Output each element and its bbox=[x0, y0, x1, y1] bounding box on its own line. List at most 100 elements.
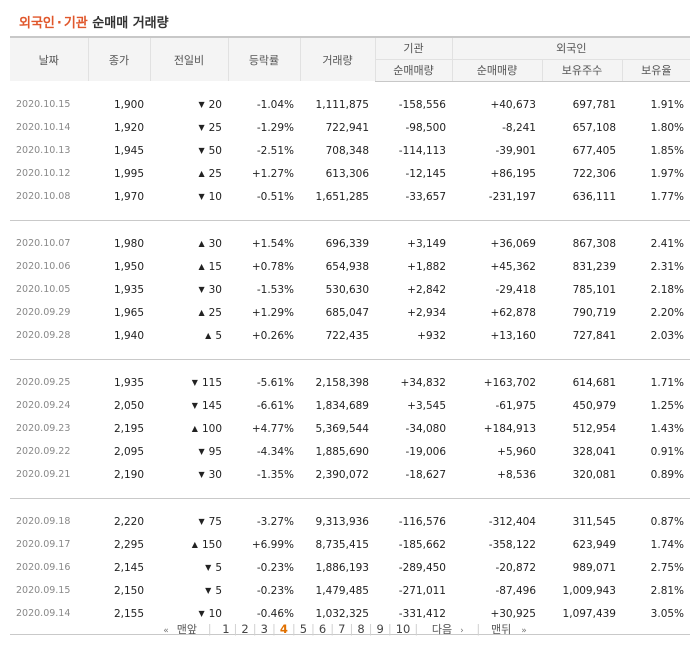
rate-cell: +4.77% bbox=[251, 422, 294, 435]
change-value: 145 bbox=[201, 399, 222, 412]
first-page-link[interactable]: « 맨앞 bbox=[157, 621, 203, 637]
close-cell: 1,940 bbox=[113, 329, 144, 342]
inst-net-cell: +2,842 bbox=[407, 283, 446, 296]
triangle-up-icon: ▲ bbox=[205, 330, 212, 340]
date-cell: 2020.10.14 bbox=[16, 122, 71, 133]
volume-cell: 8,735,415 bbox=[315, 538, 369, 551]
holdings-cell: 657,108 bbox=[572, 121, 616, 134]
triangle-down-icon: ▼ bbox=[205, 585, 212, 595]
rate-cell: +6.99% bbox=[251, 538, 294, 551]
change-cell: ▲ 100 bbox=[150, 417, 228, 440]
pager-divider: | bbox=[271, 622, 276, 636]
inst-net-cell: -116,576 bbox=[398, 515, 446, 528]
holding-rate-cell: 0.91% bbox=[650, 445, 685, 458]
holding-rate-cell: 1.43% bbox=[650, 422, 685, 435]
page-link-3[interactable]: 3 bbox=[260, 622, 268, 636]
foreign-net-cell: +86,195 bbox=[490, 167, 536, 180]
holdings-cell: 831,239 bbox=[572, 260, 616, 273]
row-spacer bbox=[10, 347, 691, 360]
foreign-net-cell: -61,975 bbox=[495, 399, 536, 412]
date-cell: 2020.10.08 bbox=[16, 191, 71, 202]
change-value: 5 bbox=[215, 329, 222, 342]
inst-net-cell: -34,080 bbox=[405, 422, 446, 435]
pager-divider: | bbox=[311, 622, 315, 636]
page-link-9[interactable]: 9 bbox=[376, 622, 384, 636]
rate-cell: +0.78% bbox=[251, 260, 294, 273]
triangle-down-icon: ▼ bbox=[198, 446, 205, 456]
holdings-cell: 328,041 bbox=[572, 445, 616, 458]
next-page-link[interactable]: 다음 › bbox=[426, 621, 472, 637]
holding-rate-cell: 1.91% bbox=[650, 98, 685, 111]
page-link-5[interactable]: 5 bbox=[299, 622, 308, 636]
table-row: 2020.09.23 2,195 ▲ 100 +4.77% 5,369,544 -34,08… bbox=[10, 417, 690, 440]
holding-rate-cell: 1.80% bbox=[650, 121, 685, 134]
spacer-cell bbox=[10, 498, 690, 510]
table-row: 2020.09.17 2,295 ▲ 150 +6.99% 8,735,415 -185,6… bbox=[10, 533, 690, 556]
holding-rate-cell: 2.03% bbox=[650, 329, 685, 342]
inst-net-cell: -33,657 bbox=[405, 190, 446, 203]
change-value: 10 bbox=[208, 607, 222, 620]
close-cell: 2,195 bbox=[113, 422, 144, 435]
rate-cell: +1.29% bbox=[251, 306, 294, 319]
spacer-cell bbox=[10, 220, 690, 232]
change-value: 50 bbox=[208, 144, 222, 157]
change-value: 5 bbox=[215, 584, 222, 597]
page-link-2[interactable]: 2 bbox=[241, 622, 249, 636]
page-link-6[interactable]: 6 bbox=[318, 622, 327, 636]
change-cell: ▼ 5 bbox=[150, 556, 228, 579]
page-link-8[interactable]: 8 bbox=[357, 622, 365, 636]
holdings-cell: 1,097,439 bbox=[562, 607, 616, 620]
holdings-cell: 785,101 bbox=[572, 283, 616, 296]
page-link-10[interactable]: 10 bbox=[395, 622, 411, 636]
last-page-link[interactable]: 맨뒤 » bbox=[485, 621, 535, 637]
close-cell: 1,920 bbox=[113, 121, 144, 134]
rate-cell: -1.53% bbox=[256, 283, 294, 296]
holdings-cell: 320,081 bbox=[572, 468, 616, 481]
page-link-1[interactable]: 1 bbox=[222, 622, 230, 636]
table-row: 2020.10.15 1,900 ▼ 20 -1.04% 1,111,875 -158,55… bbox=[10, 93, 690, 116]
section-title: 외국인 · 기관 순매매 거래량 bbox=[19, 12, 169, 31]
date-cell: 2020.10.06 bbox=[16, 261, 71, 272]
col-holding-rate: 보유율 bbox=[621, 58, 691, 82]
date-cell: 2020.10.13 bbox=[16, 145, 71, 156]
holding-rate-cell: 2.75% bbox=[650, 561, 685, 574]
rate-cell: +1.54% bbox=[251, 237, 294, 250]
foreign-net-cell: +5,960 bbox=[497, 445, 536, 458]
holdings-cell: 722,306 bbox=[572, 167, 616, 180]
triangle-down-icon: ▼ bbox=[198, 145, 205, 155]
inst-net-cell: -98,500 bbox=[405, 121, 446, 134]
foreign-net-cell: -358,122 bbox=[488, 538, 536, 551]
row-spacer bbox=[10, 81, 690, 93]
holding-rate-cell: 1.74% bbox=[650, 538, 685, 551]
change-value: 5 bbox=[215, 561, 222, 574]
inst-net-cell: +932 bbox=[417, 329, 446, 342]
table-row: 2020.09.16 2,145 ▼ 5 -0.23% 1,886,193 -289,450… bbox=[10, 556, 690, 579]
spacer-cell bbox=[10, 81, 690, 93]
triangle-up-icon: ▲ bbox=[198, 307, 205, 317]
page-link-7[interactable]: 7 bbox=[338, 622, 346, 636]
triangle-down-icon: ▼ bbox=[198, 99, 205, 109]
close-cell: 2,220 bbox=[113, 515, 144, 528]
change-value: 30 bbox=[208, 283, 222, 296]
page-link-4[interactable]: 4 bbox=[279, 622, 288, 636]
foreign-net-cell: +8,536 bbox=[497, 468, 536, 481]
spacer-cell bbox=[10, 486, 691, 499]
rate-cell: -5.61% bbox=[256, 376, 294, 389]
col-rate: 등락률 bbox=[227, 36, 300, 81]
inst-net-cell: +3,545 bbox=[407, 399, 446, 412]
holding-rate-cell: 1.77% bbox=[650, 190, 685, 203]
title-foreign: 외국인 bbox=[19, 16, 55, 31]
triangle-down-icon: ▼ bbox=[198, 191, 205, 201]
inst-net-cell: -114,113 bbox=[398, 144, 446, 157]
table-row: 2020.09.28 1,940 ▲ 5 +0.26% 722,435 +932 +13,16… bbox=[10, 324, 690, 347]
change-cell: ▼ 20 bbox=[150, 93, 228, 116]
volume-cell: 1,886,193 bbox=[315, 561, 369, 574]
holdings-cell: 512,954 bbox=[572, 422, 616, 435]
holding-rate-cell: 2.81% bbox=[650, 584, 685, 597]
volume-cell: 722,941 bbox=[325, 121, 369, 134]
double-chevron-right-icon: » bbox=[521, 626, 527, 636]
page-numbers: 1 | 2 | 3 | 4 | 5 | 6 | 7 | 8 | 9 | 10 | bbox=[216, 622, 422, 636]
holding-rate-cell: 1.97% bbox=[650, 167, 685, 180]
close-cell: 1,935 bbox=[113, 376, 144, 389]
volume-cell: 1,834,689 bbox=[315, 399, 369, 412]
